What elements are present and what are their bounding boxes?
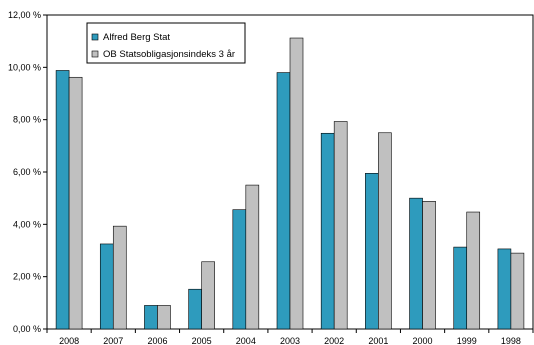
legend-swatch-series-2 xyxy=(91,50,99,58)
legend-label-series-2: OB Statsobligasjonsindeks 3 år xyxy=(103,49,235,60)
bar-series-2-1999 xyxy=(466,211,481,330)
legend: Alfred Berg Stat OB Statsobligasjonsinde… xyxy=(86,22,246,64)
y-tick-label: 6,00 % xyxy=(13,167,41,177)
x-tick-label: 2004 xyxy=(236,336,256,345)
bar-series-1-2000 xyxy=(409,197,423,330)
y-tick-label: 12,00 % xyxy=(8,10,41,20)
bar-series-1-2003 xyxy=(276,72,291,330)
x-tick-label: 2001 xyxy=(368,336,388,345)
bar-series-1-1999 xyxy=(453,246,468,330)
bar-series-2-2007 xyxy=(112,225,127,330)
bar-series-1-1998 xyxy=(497,248,512,330)
x-tick-label: 2000 xyxy=(413,336,433,345)
bar-series-1-2008 xyxy=(55,70,70,330)
y-axis: 0,00 % 2,00 % 4,00 % 6,00 % 8,00 % 10,00 % 12,… xyxy=(8,10,47,334)
y-tick-label: 10,00 % xyxy=(8,62,41,72)
bar-series-2-2003 xyxy=(289,37,304,330)
x-tick-label: 2003 xyxy=(280,336,300,345)
x-tick-label: 2008 xyxy=(59,336,79,345)
legend-swatch-series-1 xyxy=(91,33,99,41)
bar-series-2-2002 xyxy=(333,121,348,330)
bar-series-2-2006 xyxy=(157,305,171,330)
x-tick-label: 2007 xyxy=(103,336,123,345)
bar-series-2-1998 xyxy=(510,252,525,330)
y-tick-label: 2,00 % xyxy=(13,272,41,282)
bar-series-1-2002 xyxy=(320,132,335,330)
x-axis: 2008 2007 2006 2005 2004 2003 2002 2001 2000 1999… xyxy=(46,329,534,345)
bar-series-1-2007 xyxy=(99,243,114,330)
y-tick-label: 8,00 % xyxy=(13,115,41,125)
x-tick-label: 1999 xyxy=(457,336,477,345)
bar-series-2-2000 xyxy=(422,201,436,330)
bar-series-1-2001 xyxy=(365,173,379,330)
bar-series-1-2006 xyxy=(144,305,158,330)
x-tick-label: 2002 xyxy=(324,336,344,345)
y-tick-label: 0,00 % xyxy=(13,324,41,334)
y-tick-label: 4,00 % xyxy=(13,219,41,229)
legend-box xyxy=(86,22,246,64)
x-tick-label: 2005 xyxy=(192,336,212,345)
bar-series-1-2005 xyxy=(188,288,202,330)
bar-series-2-2001 xyxy=(378,132,392,330)
x-tick-label: 2006 xyxy=(147,336,167,345)
x-tick-label: 1998 xyxy=(501,336,521,345)
legend-label-series-1: Alfred Berg Stat xyxy=(103,32,170,43)
bar-series-2-2005 xyxy=(201,261,215,330)
bar-series-group xyxy=(55,37,525,330)
bar-series-2-2004 xyxy=(245,184,260,330)
bar-series-2-2008 xyxy=(68,76,83,330)
bar-series-1-2004 xyxy=(232,209,247,330)
